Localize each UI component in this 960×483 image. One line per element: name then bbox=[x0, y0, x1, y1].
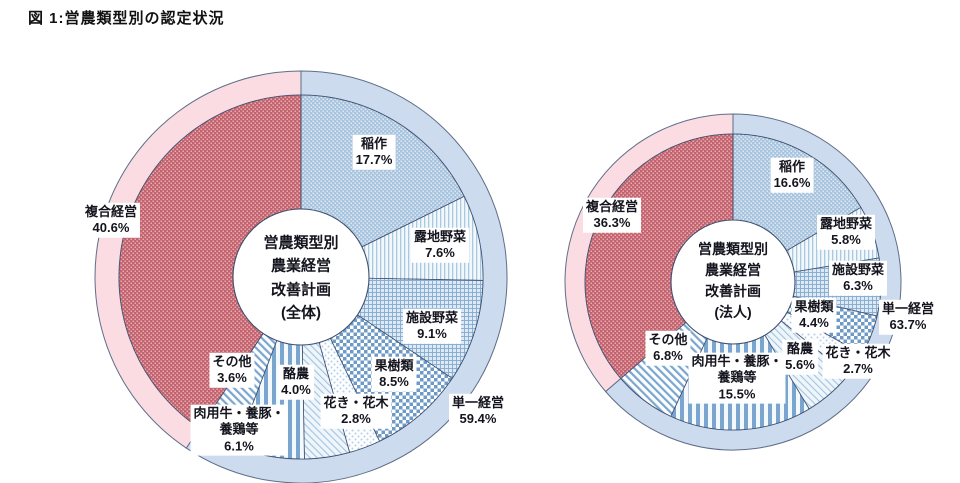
slice-label-overall-livestock-line: 肉用牛・養豚・ bbox=[193, 405, 285, 421]
slice-label-corporate-flowers: 花き・花木 2.7% bbox=[822, 343, 894, 379]
slice-label-corporate-greenhouse-vegetables-line: 6.3% bbox=[843, 278, 873, 293]
slice-label-overall-open-field-vegetables-line: 7.6% bbox=[425, 245, 455, 260]
slice-label-corporate-rice-line: 稲作 bbox=[778, 158, 805, 174]
ring-label-overall-single-line: 単一経営 bbox=[451, 394, 505, 410]
slice-label-corporate-fruit-trees: 果樹類 4.4% bbox=[791, 297, 837, 333]
ring-label-overall-single-line: 59.4% bbox=[459, 411, 497, 426]
ring-label-overall-single: 単一経営 59.4% bbox=[448, 393, 508, 429]
slice-label-corporate-other-line: 6.8% bbox=[653, 348, 683, 363]
slice-label-overall-livestock-line: 養鶏等 bbox=[219, 421, 259, 437]
slice-label-overall-open-field-vegetables: 露地野菜 7.6% bbox=[410, 227, 470, 263]
slice-label-corporate-rice: 稲作 16.6% bbox=[770, 157, 814, 193]
slice-label-corporate-flowers-line: 花き・花木 bbox=[825, 344, 891, 360]
center-label-corporate-line: (法人) bbox=[714, 304, 752, 320]
slice-label-corporate-diversified-line: 複合経営 bbox=[585, 198, 639, 214]
slice-label-overall-other-line: その他 bbox=[212, 353, 252, 369]
slice-label-corporate-livestock-line: 養鶏等 bbox=[717, 369, 757, 385]
slice-label-overall-other: その他 3.6% bbox=[209, 352, 255, 388]
center-label-overall: 営農類型別農業経営改善計画 (全体) bbox=[263, 232, 338, 325]
slice-label-overall-dairy-line: 4.0% bbox=[281, 382, 311, 397]
slice-label-corporate-livestock-line: 肉用牛・養豚・ bbox=[691, 353, 783, 369]
slice-label-corporate-diversified-line: 36.3% bbox=[593, 215, 631, 230]
slice-label-overall-diversified: 複合経営 40.6% bbox=[81, 202, 141, 238]
slice-label-overall-livestock-line: 6.1% bbox=[224, 438, 254, 454]
ring-label-corporate-single-line: 63.7% bbox=[889, 317, 927, 332]
slice-label-corporate-open-field-vegetables-line: 露地野菜 bbox=[819, 215, 873, 231]
center-label-corporate-line: 農業経営 bbox=[705, 262, 761, 278]
slice-label-overall-fruit-trees: 果樹類 8.5% bbox=[371, 356, 417, 392]
slice-label-overall-fruit-trees-line: 果樹類 bbox=[374, 357, 414, 373]
slice-label-corporate-greenhouse-vegetables-line: 施設野菜 bbox=[831, 261, 885, 277]
slice-label-corporate-rice-line: 16.6% bbox=[773, 175, 811, 190]
slice-label-overall-livestock: 肉用牛・養豚・ 養鶏等 6.1% bbox=[190, 404, 288, 456]
slice-label-overall-rice: 稲作 17.7% bbox=[352, 134, 396, 170]
slice-label-corporate-open-field-vegetables-line: 5.8% bbox=[831, 232, 861, 247]
slice-label-corporate-fruit-trees-line: 4.4% bbox=[799, 315, 829, 330]
slice-label-corporate-dairy: 酪農 5.6% bbox=[782, 339, 818, 375]
center-label-corporate-line: 改善計画 bbox=[705, 283, 761, 299]
slice-label-corporate-greenhouse-vegetables: 施設野菜 6.3% bbox=[828, 260, 888, 296]
slice-label-overall-dairy: 酪農 4.0% bbox=[278, 364, 314, 400]
slice-label-corporate-other: その他 6.8% bbox=[645, 330, 691, 366]
slice-label-overall-flowers: 花き・花木 2.8% bbox=[320, 393, 392, 429]
slice-label-overall-open-field-vegetables-line: 露地野菜 bbox=[413, 228, 467, 244]
center-label-overall-line: 改善計画 bbox=[270, 281, 332, 298]
slice-label-overall-greenhouse-vegetables-line: 施設野菜 bbox=[405, 309, 459, 325]
center-label-overall-line: 営農類型別 bbox=[263, 234, 339, 252]
slice-label-corporate-diversified: 複合経営 36.3% bbox=[582, 197, 642, 233]
slice-label-overall-dairy-line: 酪農 bbox=[282, 365, 310, 381]
slice-label-overall-rice-line: 17.7% bbox=[355, 152, 393, 167]
pie-chart-corporate bbox=[564, 113, 902, 451]
center-label-overall-line: 農業経営 bbox=[270, 257, 332, 275]
center-label-corporate-line: 営農類型別 bbox=[698, 241, 768, 257]
ring-label-corporate-single-line: 単一経営 bbox=[881, 300, 935, 316]
slice-label-corporate-livestock: 肉用牛・養豚・ 養鶏等 15.5% bbox=[688, 352, 786, 404]
slice-label-overall-greenhouse-vegetables: 施設野菜 9.1% bbox=[402, 308, 462, 344]
ring-label-corporate-single: 単一経営 63.7% bbox=[878, 299, 938, 335]
figure-title: 図 1:営農類型別の認定状況 bbox=[28, 10, 225, 27]
slice-label-corporate-dairy-line: 酪農 bbox=[786, 340, 814, 356]
slice-label-overall-flowers-line: 2.8% bbox=[341, 411, 371, 426]
slice-label-corporate-open-field-vegetables: 露地野菜 5.8% bbox=[816, 214, 876, 250]
slice-label-overall-other-line: 3.6% bbox=[217, 370, 247, 385]
slice-label-corporate-flowers-line: 2.7% bbox=[843, 361, 873, 376]
center-disc-overall bbox=[232, 208, 370, 346]
slice-label-corporate-other-line: その他 bbox=[648, 331, 688, 347]
center-label-corporate: 営農類型別農業経営改善計画 (法人) bbox=[698, 239, 768, 323]
slice-label-overall-fruit-trees-line: 8.5% bbox=[379, 374, 409, 389]
slice-label-overall-diversified-line: 40.6% bbox=[92, 220, 130, 235]
slice-label-corporate-livestock-line: 15.5% bbox=[718, 386, 756, 402]
slice-label-overall-greenhouse-vegetables-line: 9.1% bbox=[417, 326, 447, 341]
slice-label-corporate-dairy-line: 5.6% bbox=[785, 357, 815, 372]
slice-label-corporate-fruit-trees-line: 果樹類 bbox=[794, 298, 834, 314]
center-label-overall-line: (全体) bbox=[280, 304, 321, 322]
slice-label-overall-flowers-line: 花き・花木 bbox=[323, 394, 389, 410]
slice-label-overall-diversified-line: 複合経営 bbox=[84, 203, 138, 219]
slice-label-overall-rice-line: 稲作 bbox=[360, 135, 387, 151]
center-disc-corporate bbox=[670, 219, 796, 345]
